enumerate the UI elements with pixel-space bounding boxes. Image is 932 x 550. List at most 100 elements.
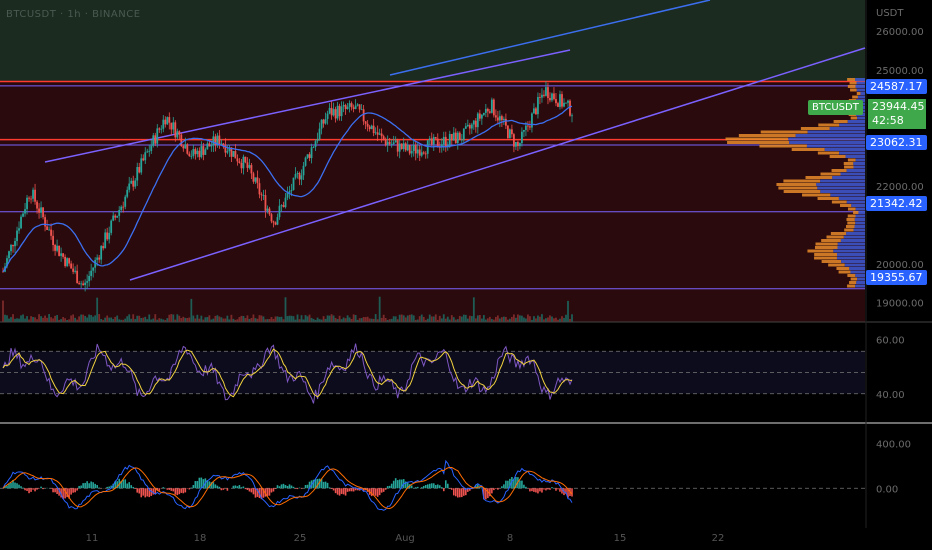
macd-histogram-bar bbox=[497, 488, 499, 490]
macd-histogram-bar bbox=[300, 488, 303, 489]
volume-bar bbox=[476, 315, 479, 322]
macd-histogram-bar bbox=[446, 483, 449, 489]
price-axis-tick: 26000.00 bbox=[876, 27, 924, 38]
candle-body bbox=[186, 144, 189, 154]
candle-body bbox=[142, 158, 145, 161]
level-tag-24587[interactable]: 24587.17 bbox=[866, 79, 927, 94]
volume-bar bbox=[16, 318, 18, 322]
volume-bar bbox=[500, 317, 503, 322]
candle-body bbox=[162, 119, 165, 129]
volume-bar bbox=[242, 316, 245, 322]
volume-bar bbox=[78, 316, 81, 322]
macd-histogram-bar bbox=[94, 483, 96, 489]
candle-body bbox=[106, 232, 109, 240]
candle-body bbox=[394, 140, 397, 143]
macd-histogram-bar bbox=[493, 488, 495, 491]
volume-bar bbox=[140, 317, 143, 322]
volume-bar bbox=[222, 318, 225, 322]
volume-profile-bar bbox=[843, 235, 865, 239]
volume-bar bbox=[468, 315, 471, 322]
volume-bar bbox=[464, 314, 467, 322]
candle-body bbox=[432, 137, 435, 145]
volume-bar bbox=[226, 315, 229, 322]
volume-profile-bar bbox=[850, 116, 858, 120]
macd-histogram-bar bbox=[264, 488, 267, 497]
macd-histogram-bar bbox=[459, 488, 461, 498]
volume-profile-bar bbox=[850, 277, 858, 281]
macd-histogram-bar bbox=[252, 488, 255, 495]
candle-body bbox=[354, 105, 357, 110]
volume-profile-bar bbox=[832, 176, 865, 179]
candle-body bbox=[220, 143, 223, 145]
candle-body bbox=[416, 149, 419, 154]
macd-histogram-bar bbox=[479, 486, 481, 489]
candle-body bbox=[10, 244, 12, 252]
macd-histogram-bar bbox=[436, 484, 439, 489]
volume-bar bbox=[430, 316, 433, 322]
volume-profile-bar bbox=[806, 144, 865, 148]
macd-histogram-bar bbox=[10, 482, 12, 489]
candle-body bbox=[362, 109, 365, 122]
candle-body bbox=[178, 131, 181, 135]
macd-histogram-bar bbox=[180, 488, 183, 493]
macd-histogram-bar bbox=[420, 487, 423, 489]
candle-body bbox=[402, 143, 405, 150]
volume-profile-bar bbox=[857, 277, 865, 281]
macd-histogram-bar bbox=[543, 488, 545, 490]
volume-profile-bar bbox=[820, 172, 841, 176]
volume-bar bbox=[184, 317, 187, 322]
time-axis-label: 15 bbox=[614, 533, 627, 544]
macd-histogram-bar bbox=[22, 487, 24, 489]
volume-bar bbox=[508, 318, 511, 322]
volume-bar bbox=[456, 319, 459, 322]
macd-histogram-bar bbox=[136, 488, 139, 493]
volume-profile-bar bbox=[849, 281, 857, 284]
volume-bar bbox=[502, 316, 505, 322]
volume-bar bbox=[308, 314, 311, 322]
level-tag-21342[interactable]: 21342.42 bbox=[866, 196, 927, 211]
candle-body bbox=[12, 244, 14, 247]
volume-profile-bar bbox=[816, 183, 865, 186]
candle-body bbox=[96, 257, 99, 260]
candle-body bbox=[494, 115, 497, 118]
volume-bar bbox=[246, 315, 249, 322]
volume-bar bbox=[304, 315, 307, 322]
volume-profile-bar bbox=[789, 141, 865, 144]
candle-body bbox=[360, 109, 363, 111]
level-tag-23062[interactable]: 23062.31 bbox=[866, 135, 927, 150]
volume-profile-bar bbox=[829, 155, 846, 158]
volume-bar bbox=[354, 315, 357, 322]
candle-body bbox=[348, 103, 351, 107]
macd-histogram-bar bbox=[276, 485, 279, 489]
level-tag-19355[interactable]: 19355.67 bbox=[866, 270, 927, 285]
volume-bar bbox=[306, 316, 309, 322]
candle-body bbox=[545, 87, 547, 96]
price-axis-tick: 20000.00 bbox=[876, 260, 924, 271]
volume-bar bbox=[216, 315, 219, 322]
candle-body bbox=[138, 166, 141, 173]
volume-profile-bar bbox=[854, 218, 865, 221]
candle-body bbox=[8, 251, 10, 259]
candle-body bbox=[539, 97, 541, 98]
volume-bar bbox=[350, 318, 353, 322]
volume-bar bbox=[232, 318, 235, 322]
volume-profile-bar bbox=[776, 183, 817, 186]
candle-body bbox=[120, 206, 123, 210]
volume-bar bbox=[110, 317, 113, 322]
volume-profile-bar bbox=[851, 204, 865, 207]
candle-body bbox=[280, 205, 283, 206]
volume-bar bbox=[326, 315, 329, 322]
candle-body bbox=[344, 105, 347, 110]
macd-histogram-bar bbox=[370, 488, 373, 497]
macd-histogram-bar bbox=[200, 477, 203, 489]
macd-histogram-bar bbox=[394, 478, 397, 489]
volume-bar bbox=[160, 318, 163, 322]
volume-bar bbox=[320, 319, 323, 322]
candle-body bbox=[450, 134, 453, 141]
candle-body bbox=[436, 138, 439, 147]
candle-body bbox=[426, 140, 429, 154]
candle-body bbox=[76, 270, 79, 284]
candle-body bbox=[254, 177, 257, 182]
macd-histogram-bar bbox=[64, 488, 66, 499]
